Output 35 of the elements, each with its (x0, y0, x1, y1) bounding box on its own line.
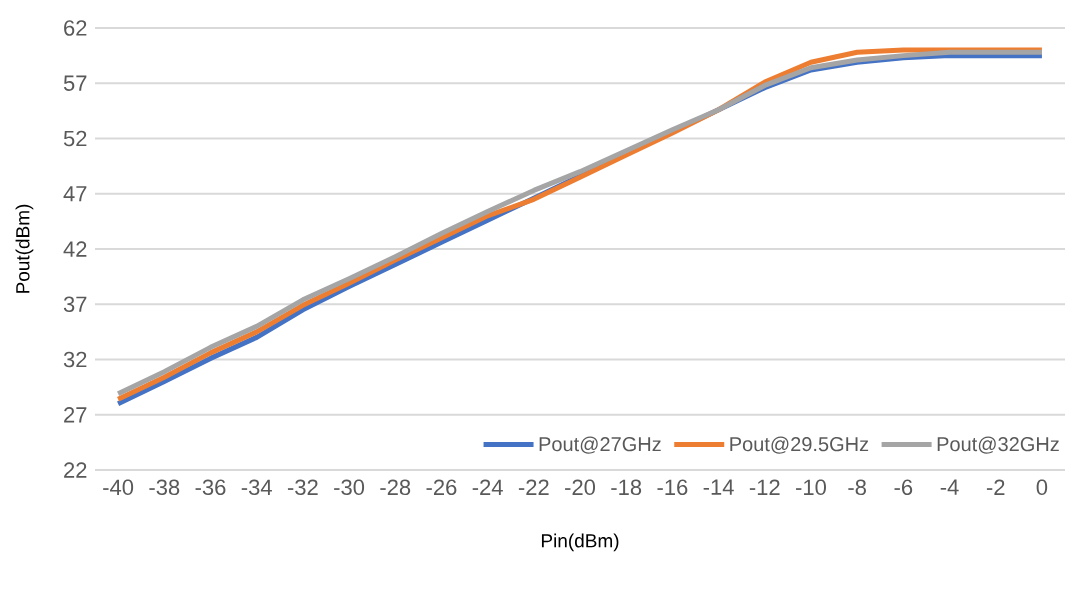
x-axis-title: Pin(dBm) (541, 533, 619, 552)
y-tick-label: 47 (63, 186, 87, 202)
x-tick-label: -14 (703, 479, 734, 495)
x-tick-label: -4 (940, 479, 959, 495)
y-tick-label: 37 (63, 296, 87, 313)
x-tick-label: -30 (334, 479, 365, 496)
x-tick-label: -40 (103, 479, 134, 496)
y-tick-label: 27 (64, 407, 87, 423)
x-tick-label: -2 (986, 479, 1005, 495)
x-tick-label: 0 (1036, 479, 1048, 496)
x-tick-label: -34 (241, 479, 272, 496)
x-tick-label: -26 (426, 479, 457, 496)
x-tick-label: -12 (749, 479, 780, 495)
y-tick-label: 42 (63, 241, 87, 257)
legend-label: Pout@27GHz (539, 436, 661, 454)
y-tick-label: 22 (64, 462, 87, 478)
x-tick-label: -10 (796, 479, 826, 496)
x-tick-label: -16 (657, 479, 688, 496)
y-tick-label: 32 (63, 351, 87, 368)
y-tick-label: 62 (64, 20, 87, 36)
x-tick-label: -6 (894, 479, 913, 496)
x-tick-label: -28 (380, 479, 411, 496)
x-tick-label: -20 (565, 479, 596, 496)
x-tick-label: -32 (287, 479, 318, 496)
x-tick-label: -22 (518, 479, 549, 495)
x-tick-label: -36 (195, 479, 226, 496)
y-tick-label: 52 (63, 130, 87, 147)
y-axis-title: Pout(dBm) (15, 204, 34, 293)
x-tick-label: -8 (848, 479, 866, 496)
legend-label: Pout@29.5GHz (730, 436, 869, 454)
x-tick-label: -18 (611, 479, 642, 496)
x-tick-label: -38 (149, 479, 180, 496)
legend-label: Pout@32GHz (937, 436, 1059, 454)
y-tick-label: 57 (63, 75, 87, 91)
x-tick-label: -24 (472, 479, 503, 495)
